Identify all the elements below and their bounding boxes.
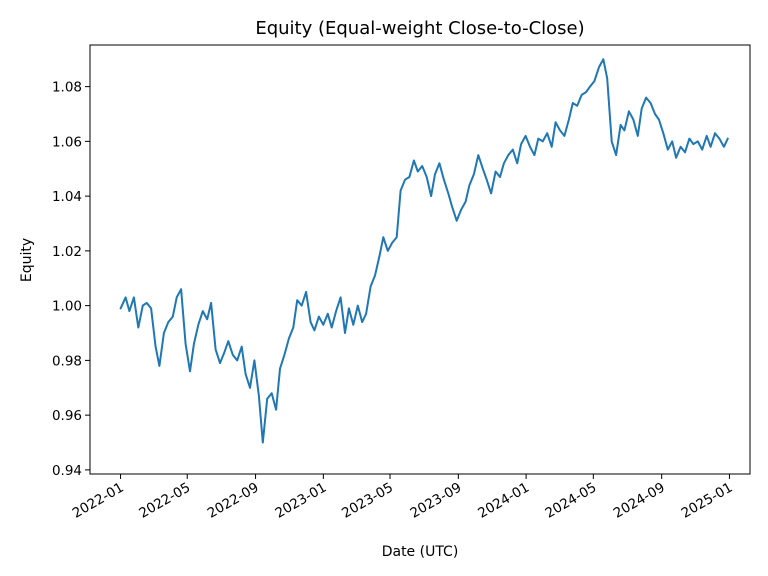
y-tick-label: 0.96 [52, 408, 82, 424]
x-tick-label: 2023-05 [339, 480, 396, 522]
chart-title: Equity (Equal-weight Close-to-Close) [255, 18, 584, 39]
y-tick-label: 1.02 [52, 244, 82, 260]
y-tick-label: 1.04 [52, 189, 82, 205]
y-tick-label: 1.00 [52, 299, 82, 315]
x-tick-label: 2022-09 [205, 480, 262, 522]
y-tick-label: 0.94 [52, 463, 82, 479]
plot-area [119, 58, 729, 444]
y-axis-label: Equity [19, 238, 35, 282]
x-tick-label: 2025-01 [679, 480, 736, 522]
x-tick-label: 2022-05 [136, 480, 193, 522]
y-tick-label: 1.06 [52, 134, 82, 150]
x-tick-label: 2022-01 [70, 480, 127, 522]
y-tick-label: 0.98 [52, 353, 82, 369]
x-tick-label: 2024-09 [611, 480, 668, 522]
x-tick-label: 2024-01 [475, 480, 532, 522]
x-tick-label: 2023-09 [407, 480, 464, 522]
y-ticks: 0.94 0.96 0.98 1.00 1.02 1.04 1.06 1.08 [52, 80, 90, 479]
axes-frame [89, 44, 751, 475]
y-tick-label: 1.08 [52, 80, 82, 96]
x-axis-label: Date (UTC) [382, 544, 459, 560]
x-ticks: 2022-01 2022-05 2022-09 2023-01 2023-05 2023-… [70, 474, 736, 522]
x-tick-label: 2024-05 [542, 480, 599, 522]
x-tick-label: 2023-01 [272, 480, 329, 522]
equity-series-line [119, 58, 729, 444]
